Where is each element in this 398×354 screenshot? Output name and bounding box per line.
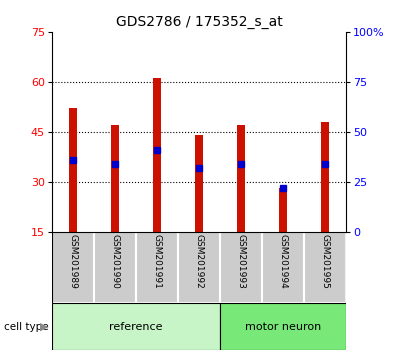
Bar: [237, 125, 245, 232]
Bar: [136, 232, 178, 303]
Bar: [262, 232, 304, 303]
Bar: [178, 232, 220, 303]
Bar: [94, 232, 136, 303]
Text: GSM201993: GSM201993: [236, 234, 246, 289]
Text: GSM201992: GSM201992: [195, 234, 203, 289]
Bar: [111, 125, 119, 232]
Text: reference: reference: [109, 322, 163, 332]
Bar: [322, 122, 329, 232]
Text: GSM201994: GSM201994: [279, 234, 288, 289]
Bar: [153, 79, 161, 232]
Bar: [304, 232, 346, 303]
Text: motor neuron: motor neuron: [245, 322, 321, 332]
Bar: [52, 303, 220, 350]
Title: GDS2786 / 175352_s_at: GDS2786 / 175352_s_at: [116, 16, 282, 29]
Text: GSM201990: GSM201990: [110, 234, 119, 289]
Bar: [220, 232, 262, 303]
Bar: [195, 135, 203, 232]
Bar: [279, 188, 287, 232]
Text: GSM201991: GSM201991: [152, 234, 162, 289]
Bar: [220, 303, 346, 350]
Text: cell type: cell type: [4, 322, 49, 332]
Bar: [69, 108, 76, 232]
Bar: [52, 232, 94, 303]
Text: ▶: ▶: [40, 322, 48, 332]
Text: GSM201995: GSM201995: [321, 234, 330, 289]
Text: GSM201989: GSM201989: [68, 234, 77, 289]
